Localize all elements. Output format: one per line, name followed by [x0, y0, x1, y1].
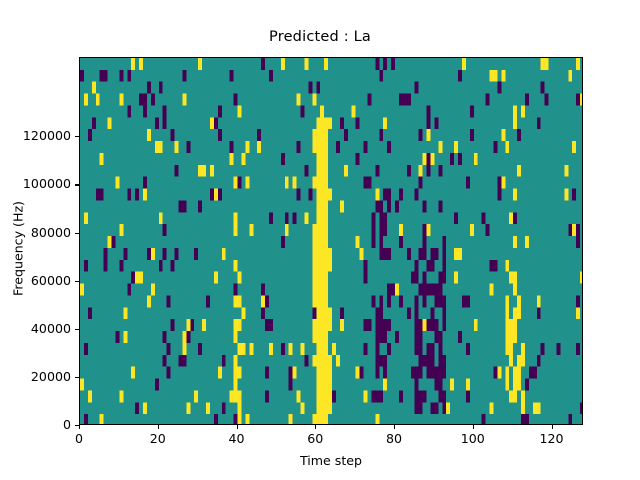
page-title: Predicted : La — [269, 29, 371, 45]
x-tick-mark — [551, 425, 553, 429]
x-tick-label: 100 — [460, 431, 485, 446]
y-tick-mark — [75, 184, 79, 186]
x-tick-mark — [315, 425, 317, 429]
x-tick-label: 40 — [228, 431, 245, 446]
x-tick-mark — [79, 425, 81, 429]
y-tick-mark — [75, 232, 79, 234]
x-tick-label: 0 — [74, 431, 83, 446]
y-tick-mark — [75, 425, 79, 427]
y-tick-label: 0 — [62, 417, 71, 432]
y-tick-label: 100000 — [22, 176, 71, 192]
y-tick-label: 60000 — [30, 272, 71, 288]
y-tick-label: 120000 — [22, 128, 71, 144]
x-tick-label: 60 — [307, 431, 324, 446]
y-tick-mark — [75, 280, 79, 282]
y-tick-mark — [75, 328, 79, 330]
heatmap-axes — [79, 57, 583, 425]
x-tick-mark — [236, 425, 238, 429]
x-tick-label: 120 — [539, 431, 564, 446]
x-tick-label: 80 — [385, 431, 403, 446]
y-tick-label: 40000 — [30, 320, 71, 336]
spectrogram-heatmap — [80, 58, 582, 424]
x-axis-label: Time step — [299, 453, 363, 468]
x-tick-mark — [157, 425, 159, 429]
x-tick-label: 20 — [149, 431, 166, 446]
x-tick-mark — [394, 425, 396, 429]
y-axis-label: Frequency (Hz) — [10, 201, 26, 296]
y-tick-mark — [75, 136, 79, 138]
y-tick-label: 20000 — [30, 368, 71, 384]
y-tick-mark — [75, 376, 79, 378]
x-tick-mark — [472, 425, 474, 429]
y-tick-label: 80000 — [30, 224, 71, 240]
